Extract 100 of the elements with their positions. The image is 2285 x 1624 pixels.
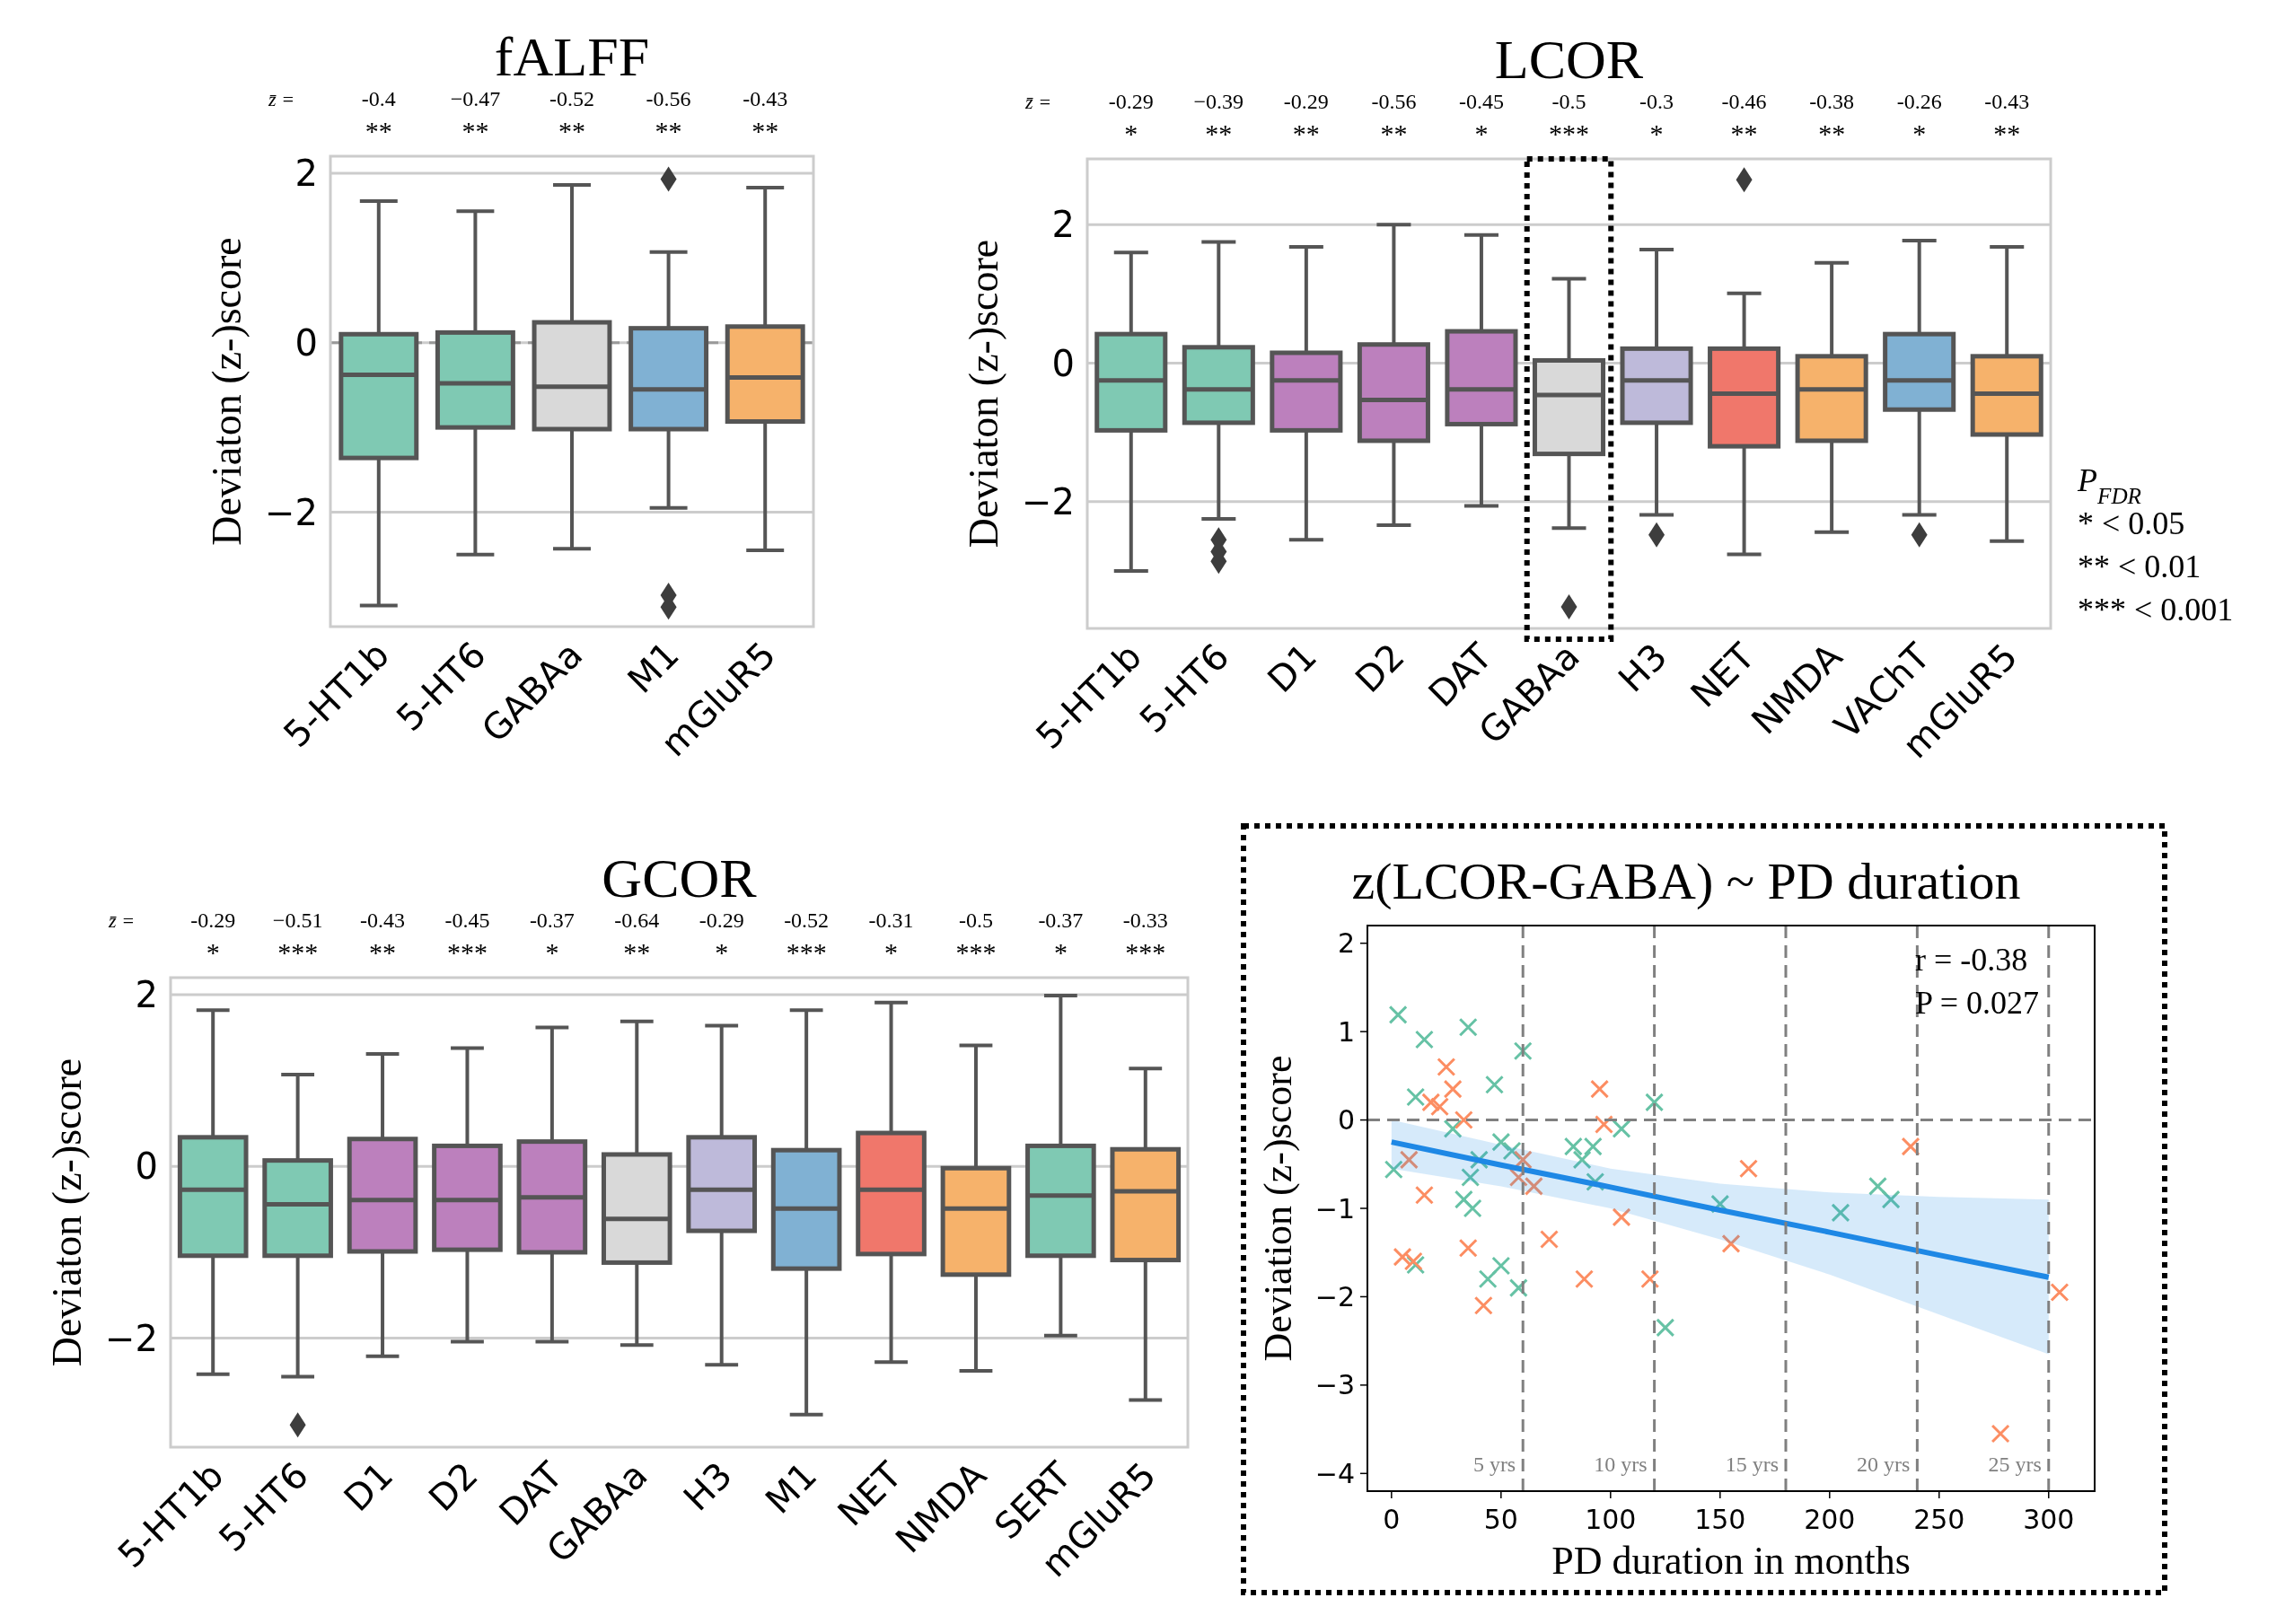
point [2050,1283,2070,1303]
annotation: P = 0.027 [1915,985,2039,1021]
point [1437,1058,1456,1076]
point [1881,1189,1901,1209]
x-tick-label: D1 [1259,635,1325,701]
text: -0.4 [361,87,396,110]
text: -0.56 [1371,90,1417,113]
text: -0.31 [868,909,914,932]
text: -0.38 [1809,90,1855,113]
x-tick-label: D1 [336,1453,401,1520]
text: -0.37 [1038,909,1084,932]
x-axis-title: PD duration in months [1551,1539,1911,1583]
ref-line-label: 15 yrs [1725,1453,1779,1476]
text: ** [655,116,682,145]
y-axis-title: Deviaton (z-)score [44,1058,90,1367]
text: ** [365,116,392,145]
text: ** [1993,119,2021,148]
text: -0.29 [190,909,236,932]
text: *** [1549,119,1589,148]
chart-title: fALFF [494,26,650,87]
point [1454,1189,1473,1209]
point [1739,1159,1759,1179]
y-tick-label: 1 [1337,1015,1355,1048]
text: ** < 0.01 [2078,549,2202,584]
point [1524,1176,1543,1196]
text: -0.45 [444,909,490,932]
text: −0.51 [272,909,323,932]
text: *** [955,937,997,967]
ref-line-label: 20 yrs [1857,1453,1911,1476]
text: -0.56 [646,87,691,110]
text: -0.37 [529,909,575,932]
text: ** [1380,119,1408,148]
text: ** [1818,119,1846,148]
y-tick-label: 0 [294,321,318,364]
text: -0.29 [1283,90,1329,113]
text: -0.45 [1458,90,1504,113]
text: ** [1205,119,1233,148]
point [1458,1017,1478,1037]
text: -0.52 [549,87,594,110]
y-tick-label: 2 [294,152,318,194]
ref-line-label: 10 yrs [1594,1453,1648,1476]
text: -0.5 [1551,90,1586,113]
point [1443,1079,1463,1099]
x-tick-label: 250 [1913,1504,1965,1535]
text: *** [277,937,319,967]
text: -0.33 [1122,909,1168,932]
x-tick-label: D2 [420,1453,486,1520]
point [1406,1087,1426,1107]
text: −0.47 [450,87,501,110]
point [1491,1132,1511,1152]
point [1454,1110,1473,1130]
point [1430,1097,1450,1117]
text: * [1053,937,1068,967]
point [1461,1168,1481,1188]
text: ** [461,116,489,145]
text: -0.64 [614,909,660,932]
text: *** [786,937,827,967]
y-tick-label: −4 [1314,1457,1355,1489]
text: * [884,937,899,967]
text: * [715,937,729,967]
y-tick-label: 0 [135,1146,158,1188]
y-tick-label: −1 [1314,1192,1355,1225]
point [1612,1207,1631,1227]
text: P$_{FDR}$ [2077,462,2141,508]
text: ** [1292,119,1320,148]
point [1656,1318,1675,1338]
x-tick-label: 150 [1694,1504,1746,1535]
text: -0.3 [1639,90,1674,113]
text: -0.43 [1984,90,2030,113]
text: ** [751,116,779,145]
y-tick-label: 2 [1337,927,1355,960]
point [1384,1160,1403,1180]
text: -0.43 [360,909,406,932]
point [1388,1005,1408,1024]
y-tick-label: −2 [1314,1280,1355,1312]
point [1478,1269,1498,1289]
text: ** [623,937,651,967]
point [1612,1119,1631,1138]
point [1502,1141,1522,1161]
text: * [1649,119,1664,148]
text: *** [1125,937,1166,967]
text: -0.5 [958,909,993,932]
text: z̄ = [268,88,294,110]
text: -0.29 [699,909,744,932]
point [1393,1247,1412,1267]
text: ** [1730,119,1758,148]
point [1991,1424,2010,1444]
text: z̄ = [108,909,135,932]
point [1721,1233,1741,1253]
point [1540,1229,1559,1249]
y-axis-title: Deviaton (z-)score [204,237,250,546]
point [1399,1150,1419,1170]
x-tick-label: M1 [757,1453,825,1522]
text: *** < 0.001 [2078,592,2234,628]
x-tick-label: 0 [1383,1504,1401,1535]
chart-title: LCOR [1494,29,1644,90]
text: * [206,937,220,967]
point [1414,1030,1434,1049]
point [1594,1114,1613,1134]
text: * [1912,119,1927,148]
